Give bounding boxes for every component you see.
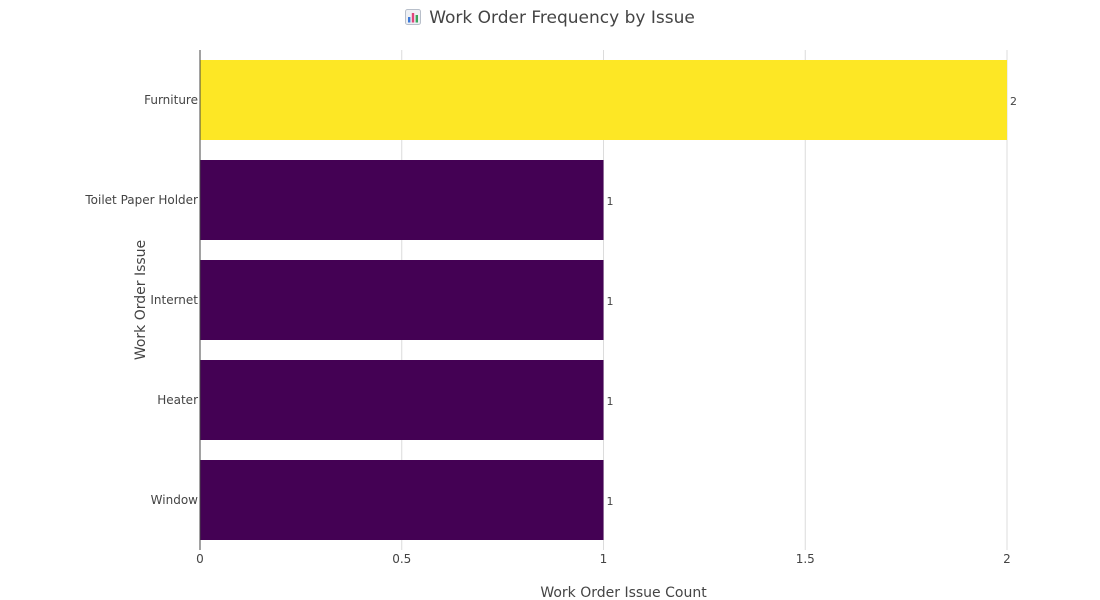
y-axis-title: Work Order Issue: [133, 240, 149, 360]
data-label: 1: [607, 295, 614, 308]
data-label: 1: [607, 495, 614, 508]
bar: [200, 160, 604, 240]
chart-title: Work Order Frequency by Issue: [0, 8, 1100, 30]
category-label: Window: [151, 493, 199, 507]
labels: 0 0.5 1 1.5 2 Furniture 2 Toilet Paper Holder 1 I…: [84, 93, 1017, 566]
category-label: Heater: [157, 393, 198, 407]
x-tick-label: 0.5: [392, 552, 411, 566]
bar-chart-icon: [405, 9, 422, 30]
bar: [200, 460, 604, 540]
bars: [200, 60, 1007, 540]
x-tick-label: 0: [196, 552, 204, 566]
chart-title-text: Work Order Frequency by Issue: [429, 8, 695, 28]
x-axis-title: Work Order Issue Count: [540, 585, 707, 600]
data-label: 1: [607, 395, 614, 408]
bar: [200, 260, 604, 340]
category-label: Internet: [150, 293, 198, 307]
category-label: Toilet Paper Holder: [84, 193, 198, 207]
x-tick-label: 1: [600, 552, 608, 566]
x-tick-label: 2: [1003, 552, 1011, 566]
data-label: 1: [607, 195, 614, 208]
bar: [200, 360, 604, 440]
data-label: 2: [1010, 95, 1017, 108]
category-label: Furniture: [144, 93, 198, 107]
x-tick-label: 1.5: [796, 552, 815, 566]
bar: [200, 60, 1007, 140]
